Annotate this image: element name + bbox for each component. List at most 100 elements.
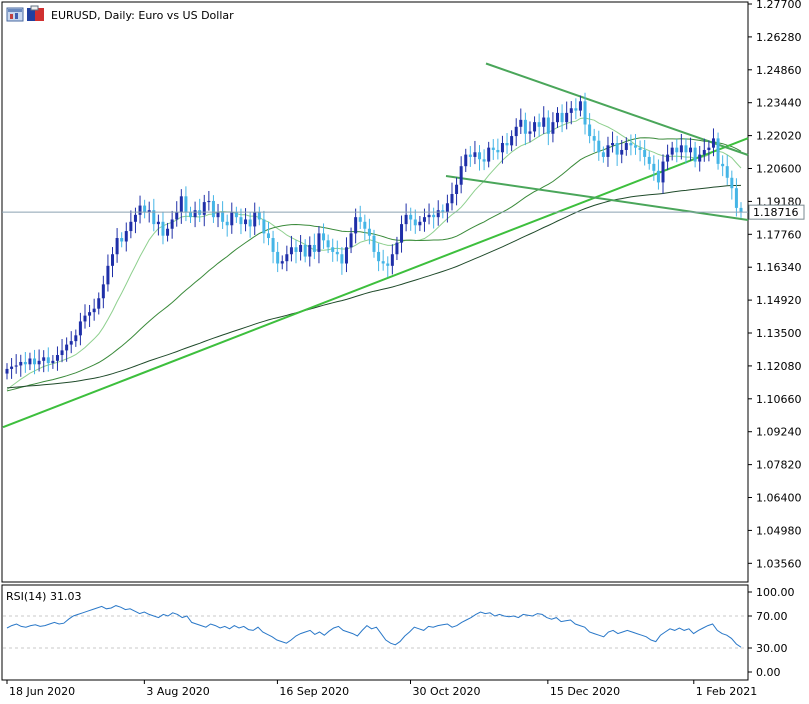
price-tick-label: 1.23440	[756, 97, 802, 110]
time-tick-label: 3 Aug 2020	[146, 685, 209, 698]
trendline-support[interactable]	[2, 137, 749, 429]
candle-body	[390, 254, 394, 266]
candle-body	[138, 205, 142, 215]
candle-body	[152, 210, 156, 225]
candle-body	[615, 143, 619, 155]
candle-body	[363, 221, 367, 229]
candle-body	[234, 212, 238, 218]
candle-body	[620, 149, 624, 155]
candle-body	[514, 126, 518, 137]
candle-body	[693, 147, 697, 162]
candle-body	[280, 261, 284, 264]
price-tick-label: 1.16340	[756, 261, 802, 274]
candle-body	[317, 233, 321, 252]
candle-body	[533, 122, 537, 132]
candle-body	[211, 200, 215, 218]
candle-body	[716, 138, 720, 164]
candle-body	[611, 143, 615, 146]
rsi-panel-frame	[1, 584, 749, 681]
price-tick-label: 1.04980	[756, 524, 802, 537]
candle-body	[166, 228, 170, 236]
candle-body	[592, 136, 596, 141]
candle-body	[450, 193, 454, 204]
candle-body	[271, 238, 275, 252]
candle-body	[322, 233, 326, 241]
rsi-line	[6, 605, 742, 648]
candle-body	[721, 163, 725, 167]
price-tick-label: 1.24860	[756, 64, 802, 77]
candle-body	[276, 251, 280, 264]
candle-body	[473, 152, 477, 157]
price-tick-label: 1.14920	[756, 294, 802, 307]
candle-body	[147, 210, 151, 213]
candle-body	[10, 366, 14, 369]
candle-body	[46, 357, 50, 364]
candle-body	[23, 361, 27, 365]
candle-body	[193, 210, 197, 218]
candle-body	[115, 238, 119, 255]
ma-slow-line	[6, 184, 742, 389]
candle-body	[647, 156, 651, 164]
price-tick-label: 1.12080	[756, 360, 802, 373]
rsi-tick-label: 30.00	[756, 642, 788, 655]
candle-body	[74, 335, 78, 342]
trendline-channel_lower[interactable]	[445, 175, 749, 221]
rsi-tick-label: 100.00	[756, 586, 795, 599]
candle-body	[69, 341, 73, 345]
candle-body	[230, 212, 234, 226]
candle-body	[143, 205, 147, 213]
candle-body	[565, 112, 569, 123]
price-tick-label: 1.13500	[756, 327, 802, 340]
candle-body	[739, 207, 743, 213]
candle-body	[372, 235, 376, 252]
candle-body	[707, 147, 711, 150]
candle-body	[60, 350, 64, 356]
svg-text:1.18716: 1.18716	[753, 206, 799, 219]
candle-body	[418, 221, 422, 226]
candle-body	[578, 101, 582, 111]
candle-body	[629, 143, 633, 146]
candle-body	[239, 217, 243, 225]
rsi-tick-label: 0.00	[756, 666, 781, 679]
candle-body	[294, 247, 298, 252]
candle-body	[386, 263, 390, 266]
time-tick-label: 18 Jun 2020	[9, 685, 75, 698]
candle-body	[427, 214, 431, 218]
main-chart-frame	[1, 1, 749, 583]
candle-body	[422, 217, 426, 222]
price-axis: 1.27700 1.26280 1.24860 1.23440 1.22020 1.206…	[748, 0, 802, 570]
candle-body	[441, 210, 445, 213]
candle-body	[459, 166, 463, 185]
candle-body	[106, 265, 110, 285]
candle-body	[679, 145, 683, 153]
candle-body	[175, 212, 179, 220]
candle-body	[519, 119, 523, 127]
candle-body	[55, 355, 59, 361]
candle-body	[496, 149, 500, 153]
symbol-flag-icon	[27, 5, 44, 21]
candle-body	[661, 161, 665, 183]
candle-body	[652, 163, 656, 171]
candle-body	[725, 166, 729, 178]
candle-body	[207, 200, 211, 203]
price-tick-label: 1.17760	[756, 228, 802, 241]
candle-body	[83, 315, 87, 322]
price-tick-label: 1.09240	[756, 426, 802, 439]
candle-body	[33, 358, 37, 365]
candle-body	[221, 212, 225, 222]
candle-body	[161, 221, 165, 236]
candle-body	[312, 244, 316, 252]
candle-body	[97, 298, 101, 309]
candle-body	[349, 233, 353, 248]
candle-body	[436, 210, 440, 218]
candle-body	[656, 170, 660, 183]
candle-body	[523, 119, 527, 134]
candle-body	[5, 368, 9, 374]
candle-body	[560, 112, 564, 123]
candle-body	[51, 360, 55, 364]
candle-body	[689, 147, 693, 153]
candle-body	[266, 233, 270, 239]
candle-body	[638, 147, 642, 150]
